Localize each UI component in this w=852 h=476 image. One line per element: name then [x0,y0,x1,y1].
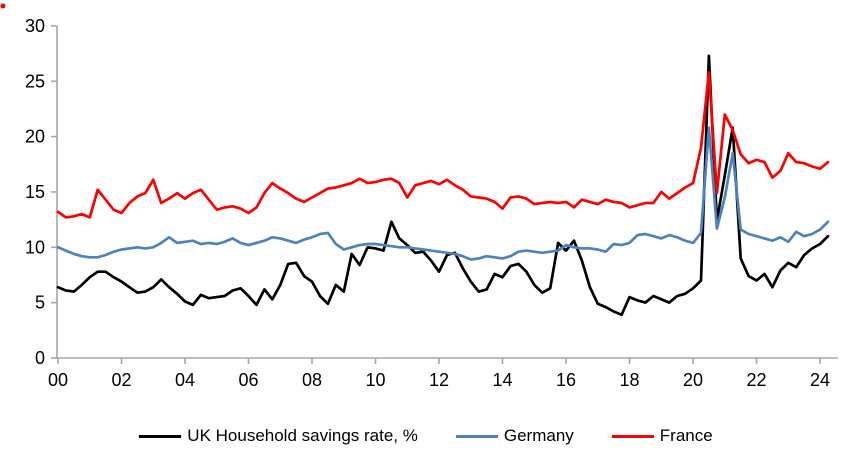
y-tick-label: 20 [25,127,45,147]
x-tick-label: 22 [746,370,766,390]
y-tick-label: 25 [25,71,45,91]
x-tick-label: 02 [111,370,131,390]
legend-label-germany: Germany [503,426,574,445]
x-tick-label: 06 [238,370,258,390]
x-tick-label: 10 [365,370,385,390]
x-tick-label: 08 [302,370,322,390]
x-tick-label: 14 [492,370,512,390]
x-tick-label: 00 [48,370,68,390]
legend-label-france: France [659,426,713,445]
y-tick-label: 5 [35,293,45,313]
uk-line-swatch [139,434,182,438]
red-dot-artifact [0,3,6,9]
france-line [56,71,830,219]
y-tick-label: 30 [25,16,45,36]
germany-line-swatch [455,434,498,438]
x-tick-label: 04 [175,370,195,390]
x-tick-label: 24 [810,370,830,390]
uk-line [56,54,830,317]
legend-label-uk: UK Household savings rate, % [187,426,418,445]
x-tick-label: 16 [556,370,576,390]
germany-line [56,126,830,261]
y-tick-label: 10 [25,237,45,257]
legend-item-france: France [611,426,713,446]
chart-legend: UK Household savings rate, % Germany Fra… [0,426,852,446]
legend-item-uk: UK Household savings rate, % [139,426,418,446]
france-line-swatch [611,434,654,438]
x-tick-label: 20 [683,370,703,390]
x-tick-label: 12 [429,370,449,390]
y-tick-label: 0 [35,348,45,368]
legend-item-germany: Germany [455,426,574,446]
y-tick-label: 15 [25,182,45,202]
x-tick-label: 18 [619,370,639,390]
